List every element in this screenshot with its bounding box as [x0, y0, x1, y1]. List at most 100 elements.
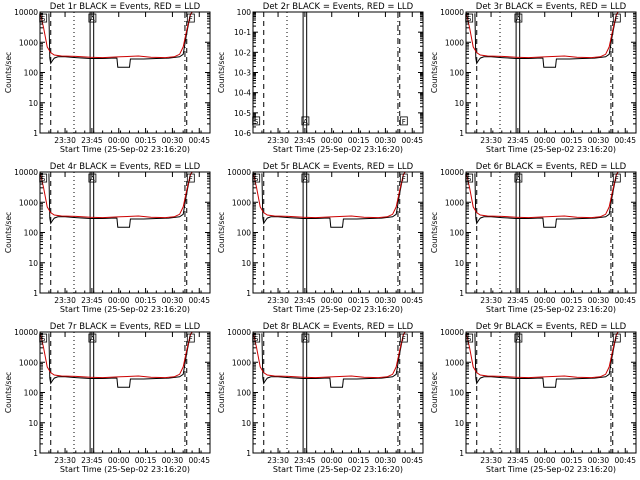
x-tick-label: 00:30 [375, 296, 397, 305]
marker-box [186, 333, 195, 343]
marker-label: S [41, 175, 46, 183]
x-tick-label: 00:15 [561, 456, 583, 465]
y-tick-label: 10000 [227, 328, 251, 337]
y-tick-label: 1000 [445, 38, 464, 47]
y-tick-label: 1 [33, 449, 38, 458]
x-tick-label: 00:45 [614, 296, 636, 305]
panel-title: Det 6r BLACK = Events, RED = LLD [476, 162, 627, 172]
y-tick-label: 10 [241, 259, 251, 268]
y-tick-label: 10 [454, 99, 464, 108]
marker-label: F [189, 15, 193, 23]
marker-label: F [615, 335, 619, 343]
x-tick-label: 23:45 [81, 296, 103, 305]
y-tick-label: 100 [24, 229, 39, 238]
y-tick-label: 10000 [227, 168, 251, 177]
series-lld-line [253, 172, 406, 219]
x-tick-label: 23:30 [54, 296, 76, 305]
y-axis-label: Counts/sec [4, 52, 13, 93]
y-tick-label: 10000 [14, 8, 38, 17]
marker-label: F [402, 118, 406, 126]
y-tick-label: 100 [237, 389, 252, 398]
marker-box [399, 116, 408, 126]
marker-label: S [467, 15, 472, 23]
y-tick-label: 1000 [19, 38, 38, 47]
x-tick-label: 00:15 [135, 456, 157, 465]
series-lld-line [253, 332, 406, 379]
detector-panel-3: Det 3r BLACK = Events, RED = LLD S A F 1 10 10… [430, 2, 637, 154]
y-tick-label: 100 [237, 229, 252, 238]
marker-label: S [254, 175, 259, 183]
marker-label: F [402, 175, 406, 183]
series-events-line [48, 12, 193, 68]
y-tick-label: 1000 [445, 198, 464, 207]
x-tick-label: 23:45 [294, 136, 316, 145]
x-tick-label: 00:15 [348, 456, 370, 465]
x-tick-label: 23:45 [81, 456, 103, 465]
marker-label: A [516, 15, 521, 23]
x-tick-label: 00:00 [321, 136, 343, 145]
marker-box [399, 173, 408, 183]
marker-box [186, 173, 195, 183]
panel-title: Det 9r BLACK = Events, RED = LLD [476, 322, 627, 332]
series-lld-line [466, 12, 619, 59]
x-tick-label: 00:30 [375, 456, 397, 465]
series-lld-line [40, 172, 193, 219]
y-tick-label: 100 [450, 229, 465, 238]
y-tick-label: 10000 [14, 328, 38, 337]
detector-panel-5: Det 5r BLACK = Events, RED = LLD S A F 1 10 10… [217, 162, 424, 314]
marker-label: S [41, 335, 46, 343]
x-tick-label: 00:15 [561, 296, 583, 305]
x-tick-label: 00:45 [401, 456, 423, 465]
detector-panel-8: Det 8r BLACK = Events, RED = LLD S A F 1 10 10… [217, 322, 424, 474]
marker-label: A [303, 335, 308, 343]
y-tick-label: 100 [237, 8, 252, 17]
x-axis-label: Start Time (25-Sep-02 23:16:20) [60, 465, 190, 474]
marker-label: F [189, 175, 193, 183]
x-tick-label: 23:30 [267, 296, 289, 305]
marker-box [612, 13, 621, 23]
y-tick-label: 100 [24, 389, 39, 398]
y-tick-label: 100 [450, 389, 465, 398]
marker-label: S [467, 175, 472, 183]
x-tick-label: 00:00 [321, 456, 343, 465]
y-tick-label: 10-6 [234, 129, 251, 138]
y-tick-label: 1 [246, 289, 251, 298]
series-events-line [474, 332, 619, 388]
y-tick-label: 1 [459, 129, 464, 138]
panel-title: Det 8r BLACK = Events, RED = LLD [263, 322, 414, 332]
x-axis-label: Start Time (25-Sep-02 23:16:20) [273, 305, 403, 314]
marker-label: S [254, 335, 259, 343]
detector-panel-6: Det 6r BLACK = Events, RED = LLD S A F 1 10 10… [430, 162, 637, 314]
y-tick-label: 1 [33, 129, 38, 138]
y-tick-label: 10-5 [234, 109, 251, 118]
plot-area [40, 12, 193, 133]
x-tick-label: 23:30 [480, 136, 502, 145]
plot-area [40, 332, 193, 453]
x-tick-label: 00:45 [188, 296, 210, 305]
x-tick-label: 23:30 [54, 136, 76, 145]
detector-panel-4: Det 4r BLACK = Events, RED = LLD S A F 1 10 10… [4, 162, 211, 314]
x-axis-label: Start Time (25-Sep-02 23:16:20) [486, 145, 616, 154]
x-tick-label: 00:45 [188, 456, 210, 465]
y-tick-label: 1 [33, 289, 38, 298]
detector-panel-2: Det 2r BLACK = Events, RED = LLD S A F 10-6 1… [217, 2, 424, 154]
plot-area [40, 172, 193, 293]
x-tick-label: 00:15 [348, 136, 370, 145]
detector-panel-1: Det 1r BLACK = Events, RED = LLD S A F 1 10 10… [4, 2, 211, 154]
marker-box [186, 13, 195, 23]
marker-label: F [615, 175, 619, 183]
x-tick-label: 00:30 [588, 296, 610, 305]
marker-label: S [467, 335, 472, 343]
series-events-line [48, 332, 193, 388]
x-tick-label: 23:45 [507, 296, 529, 305]
plot-area [253, 332, 406, 453]
x-tick-label: 00:15 [135, 296, 157, 305]
x-axis-label: Start Time (25-Sep-02 23:16:20) [60, 145, 190, 154]
x-tick-label: 00:30 [375, 136, 397, 145]
panel-title: Det 4r BLACK = Events, RED = LLD [50, 162, 201, 172]
marker-label: S [41, 15, 46, 23]
series-events-line [474, 172, 619, 228]
x-tick-label: 00:30 [588, 456, 610, 465]
series-events-line [261, 332, 406, 388]
y-axis-label: Counts/sec [4, 212, 13, 253]
